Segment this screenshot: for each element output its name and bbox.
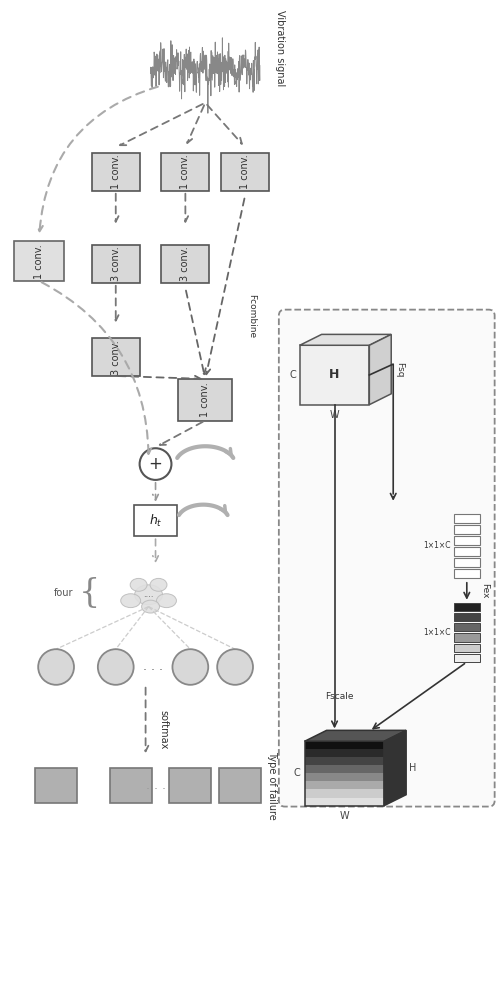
- Text: 3 conv.: 3 conv.: [181, 247, 190, 281]
- Circle shape: [173, 649, 208, 685]
- Text: W: W: [340, 811, 349, 821]
- Text: 1×1×C: 1×1×C: [424, 541, 451, 550]
- FancyBboxPatch shape: [92, 153, 140, 191]
- FancyBboxPatch shape: [161, 153, 209, 191]
- Circle shape: [38, 649, 74, 685]
- Text: W: W: [330, 410, 340, 420]
- FancyBboxPatch shape: [454, 603, 480, 611]
- FancyBboxPatch shape: [110, 768, 151, 803]
- Polygon shape: [300, 345, 369, 405]
- Ellipse shape: [156, 594, 177, 608]
- FancyBboxPatch shape: [279, 310, 494, 807]
- Polygon shape: [305, 773, 384, 781]
- Text: . . .: . . .: [145, 779, 165, 792]
- Text: C: C: [289, 370, 296, 380]
- Text: 3 conv.: 3 conv.: [111, 340, 121, 375]
- Text: Fex: Fex: [480, 583, 489, 599]
- FancyBboxPatch shape: [454, 569, 480, 578]
- Polygon shape: [300, 334, 391, 345]
- Text: Fcombine: Fcombine: [247, 294, 257, 338]
- Text: 1 conv.: 1 conv.: [240, 155, 250, 189]
- FancyBboxPatch shape: [161, 245, 209, 283]
- FancyBboxPatch shape: [454, 644, 480, 652]
- Text: {: {: [79, 577, 100, 609]
- FancyBboxPatch shape: [92, 245, 140, 283]
- FancyBboxPatch shape: [134, 505, 178, 536]
- Text: C: C: [294, 768, 301, 778]
- FancyBboxPatch shape: [179, 379, 232, 421]
- Text: Fscale: Fscale: [325, 692, 354, 701]
- Polygon shape: [305, 781, 384, 789]
- Polygon shape: [305, 730, 406, 741]
- Text: H: H: [329, 368, 340, 381]
- FancyBboxPatch shape: [14, 241, 64, 281]
- FancyBboxPatch shape: [454, 654, 480, 662]
- Text: Type of failure: Type of failure: [267, 751, 277, 820]
- Text: 1×1×C: 1×1×C: [424, 628, 451, 637]
- FancyBboxPatch shape: [454, 613, 480, 621]
- Text: $h_t$: $h_t$: [149, 512, 162, 529]
- Text: four: four: [53, 588, 73, 598]
- FancyBboxPatch shape: [454, 525, 480, 534]
- Text: ....: ....: [143, 590, 154, 599]
- FancyBboxPatch shape: [454, 633, 480, 642]
- Text: 1 conv.: 1 conv.: [200, 382, 210, 417]
- Ellipse shape: [130, 578, 147, 591]
- FancyBboxPatch shape: [454, 623, 480, 631]
- FancyBboxPatch shape: [219, 768, 261, 803]
- Ellipse shape: [135, 585, 162, 605]
- FancyBboxPatch shape: [170, 768, 211, 803]
- Text: softmax: softmax: [158, 710, 169, 749]
- Polygon shape: [305, 749, 384, 757]
- Text: 3 conv.: 3 conv.: [111, 247, 121, 281]
- Polygon shape: [305, 741, 384, 749]
- Text: H: H: [409, 763, 416, 773]
- FancyBboxPatch shape: [454, 536, 480, 545]
- FancyBboxPatch shape: [454, 558, 480, 567]
- Polygon shape: [305, 798, 384, 806]
- Text: 1 conv.: 1 conv.: [34, 244, 44, 279]
- Text: . . .: . . .: [142, 660, 162, 673]
- Polygon shape: [305, 765, 384, 773]
- Ellipse shape: [142, 600, 159, 613]
- Text: Vibration signal: Vibration signal: [275, 10, 285, 86]
- Polygon shape: [369, 334, 391, 405]
- Text: Fsq: Fsq: [395, 362, 404, 378]
- FancyBboxPatch shape: [35, 768, 77, 803]
- Text: 1 conv.: 1 conv.: [181, 155, 190, 189]
- Polygon shape: [305, 757, 384, 765]
- Polygon shape: [384, 730, 406, 806]
- Ellipse shape: [121, 594, 141, 608]
- FancyBboxPatch shape: [92, 338, 140, 376]
- Ellipse shape: [150, 578, 167, 591]
- FancyBboxPatch shape: [454, 547, 480, 556]
- Circle shape: [217, 649, 253, 685]
- Circle shape: [98, 649, 134, 685]
- Polygon shape: [305, 789, 384, 798]
- Text: +: +: [148, 455, 162, 473]
- FancyBboxPatch shape: [221, 153, 269, 191]
- FancyBboxPatch shape: [454, 514, 480, 523]
- Text: 1 conv.: 1 conv.: [111, 155, 121, 189]
